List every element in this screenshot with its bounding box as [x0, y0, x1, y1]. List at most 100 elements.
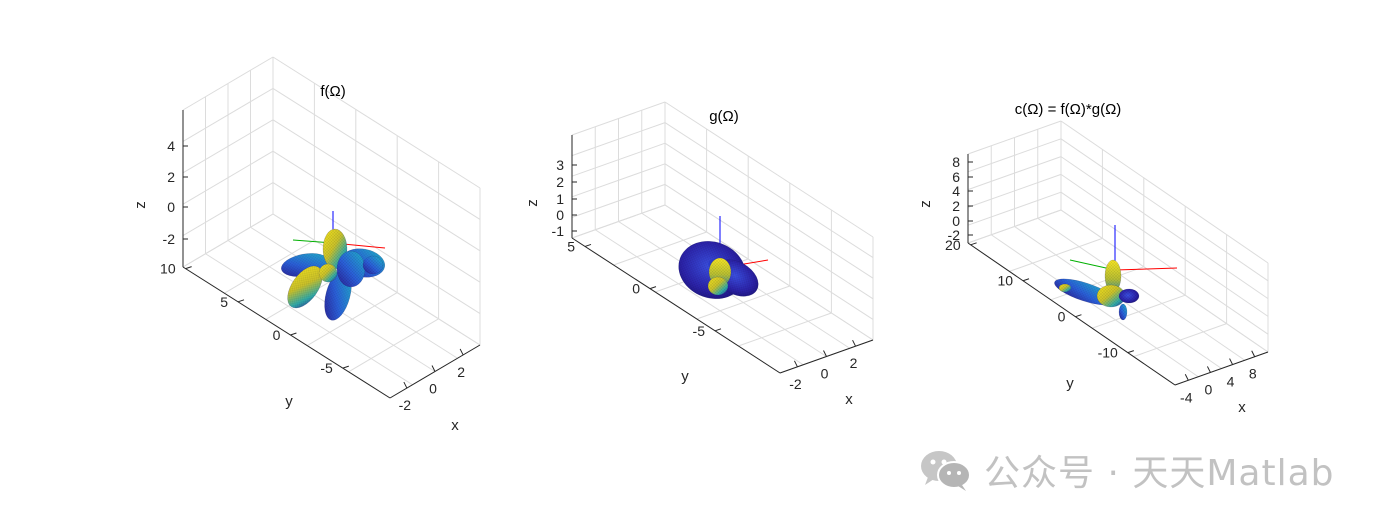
watermark-text: 公众号 · 天天Matlab — [984, 453, 1335, 494]
x-tick-label: 4 — [1227, 374, 1235, 390]
z-tick-label: 2 — [556, 174, 564, 190]
lobe-mesh — [287, 265, 323, 309]
grid-line — [272, 182, 481, 315]
y-tick-label: 20 — [945, 237, 961, 253]
lobe-mesh — [1119, 289, 1139, 303]
x-tick-label: 0 — [821, 366, 829, 382]
grid-line — [250, 226, 458, 359]
y-tick-label: 5 — [220, 294, 228, 310]
x-axis-line — [1174, 351, 1269, 386]
grid-line — [967, 191, 1062, 226]
x-tick-mark — [1184, 374, 1189, 381]
surface-c — [1054, 225, 1178, 321]
y-tick-label: 0 — [273, 327, 281, 343]
grid-line — [1060, 209, 1269, 353]
y-tick-mark — [649, 286, 657, 290]
grid-line — [571, 142, 666, 177]
surface-f — [281, 211, 386, 321]
grid-line — [1060, 191, 1269, 335]
grid-lines — [571, 101, 874, 374]
z-tick-label: 2 — [167, 169, 175, 185]
x-tick-label: 8 — [1249, 366, 1257, 382]
surface-g — [678, 216, 769, 299]
y-tick-mark — [290, 332, 297, 336]
y-tick-label: 0 — [1058, 309, 1066, 325]
y-axis-label: y — [1066, 375, 1074, 392]
x-tick-mark — [1206, 366, 1211, 373]
y-tick-label: 10 — [997, 273, 1013, 289]
grid-line — [967, 138, 1062, 173]
y-tick-mark — [342, 365, 349, 369]
lobe-mesh — [363, 256, 383, 274]
x-tick-label: 0 — [1205, 381, 1213, 397]
y-tick-mark — [1075, 314, 1082, 318]
x-axis-label: x — [451, 417, 459, 434]
grid-line — [182, 87, 274, 142]
grid-line — [182, 150, 274, 205]
z-axis-label: z — [524, 199, 541, 207]
y-tick-mark — [1127, 350, 1134, 354]
grid-line — [272, 87, 481, 220]
z-tick-label: -2 — [948, 227, 961, 243]
y-tick-label: 5 — [567, 238, 575, 254]
y-tick-label: -5 — [693, 323, 706, 339]
grid-line — [664, 204, 874, 341]
x-tick-label: -2 — [399, 397, 412, 413]
y-axis-line — [967, 242, 1176, 386]
z-tick-label: 0 — [167, 199, 175, 215]
grid-line — [664, 142, 874, 279]
y-axis-line — [182, 266, 391, 399]
grid-line — [272, 150, 481, 283]
y-axis-label: y — [285, 393, 293, 410]
grid-line — [990, 234, 1199, 378]
grid-line — [205, 253, 413, 386]
panel-title: f(Ω) — [320, 83, 345, 100]
subplot-f: f(Ω) 4 2 0 -2 10 5 0 -5 -2 0 2 z y x — [132, 56, 481, 434]
y-axis-line — [571, 237, 781, 374]
lobe-mesh — [319, 264, 337, 282]
z-tick-label: -2 — [163, 231, 176, 247]
grid-line — [664, 163, 874, 300]
y-tick-label: 10 — [160, 261, 176, 277]
y-tick-mark — [714, 328, 722, 332]
x-tick-mark — [823, 350, 827, 357]
z-tick-label: 6 — [952, 169, 960, 185]
lobe-mesh — [1059, 284, 1071, 292]
x-tick-label: -4 — [1180, 389, 1193, 405]
y-axis-label: y — [681, 368, 689, 385]
x-tick-label: 2 — [850, 355, 858, 371]
z-tick-label: 0 — [556, 207, 564, 223]
y-tick-mark — [185, 266, 192, 270]
panel-title: g(Ω) — [709, 108, 739, 125]
x-axis-label: x — [845, 391, 853, 408]
z-axis-label: z — [132, 201, 149, 209]
grid-line — [182, 56, 274, 111]
x-tick-mark — [1229, 358, 1234, 365]
x-axis-label: x — [1238, 399, 1246, 416]
grid-line — [664, 122, 874, 259]
grid-line — [1060, 156, 1269, 300]
z-tick-label: 1 — [556, 191, 564, 207]
grid-line — [272, 56, 481, 189]
z-tick-label: 0 — [952, 213, 960, 229]
grid-line — [272, 119, 481, 252]
lobe-mesh — [1097, 285, 1125, 307]
lobe-mesh — [1105, 260, 1121, 292]
y-tick-mark — [970, 242, 977, 246]
x-tick-mark — [1251, 350, 1256, 357]
z-axis-label: z — [917, 200, 934, 208]
lobe-mesh — [337, 251, 365, 287]
z-tick-label: 4 — [952, 183, 960, 199]
grid-line — [664, 183, 874, 320]
y-tick-mark — [1022, 278, 1030, 282]
grid-line — [182, 119, 274, 174]
grid-line — [571, 183, 666, 218]
grid-line — [571, 101, 666, 136]
grid-line — [1060, 120, 1269, 264]
x-tick-mark — [459, 348, 464, 356]
grid-lines — [967, 120, 1269, 386]
lobe-mesh — [708, 277, 728, 295]
grid-line — [272, 213, 481, 346]
